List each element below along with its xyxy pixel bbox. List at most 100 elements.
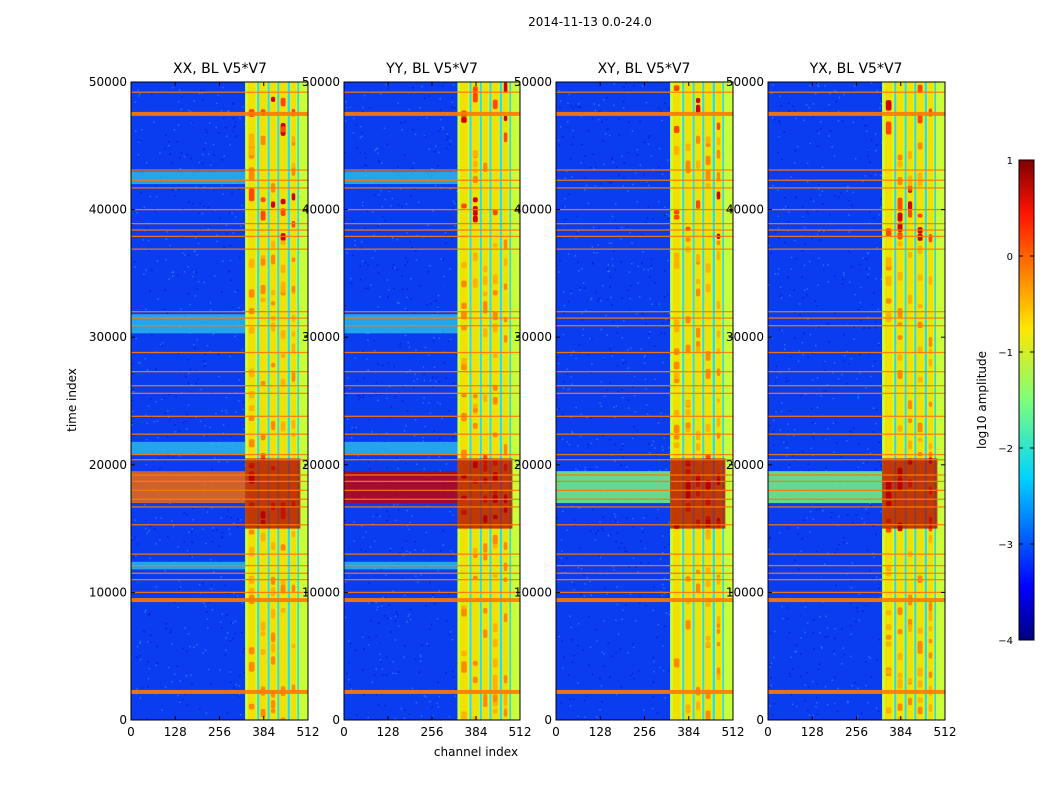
heatmap-noise — [367, 264, 369, 267]
heatmap-noise — [159, 468, 161, 470]
heatmap-noise — [361, 132, 363, 134]
heatmap-flag-row — [556, 564, 733, 567]
heatmap-noise — [557, 139, 560, 142]
heatmap-blob — [673, 348, 680, 356]
heatmap-noise — [874, 173, 877, 176]
heatmap-noise — [240, 631, 243, 634]
heatmap-noise — [851, 204, 853, 207]
heatmap-noise — [819, 575, 821, 577]
heatmap-noise — [603, 653, 606, 655]
heatmap-noise — [368, 106, 371, 109]
heatmap-noise — [242, 401, 245, 404]
heatmap-noise — [196, 288, 199, 290]
heatmap-noise — [235, 411, 237, 414]
heatmap-blob — [673, 146, 680, 156]
heatmap-blob — [492, 243, 498, 248]
heatmap-storm — [670, 458, 726, 529]
heatmap-noise — [843, 653, 845, 656]
heatmap-blob — [705, 710, 711, 720]
heatmap-noise — [833, 702, 836, 705]
heatmap-noise — [593, 167, 595, 169]
heatmap-noise — [225, 409, 227, 412]
heatmap-noise — [653, 586, 655, 588]
heatmap-noise — [643, 173, 646, 176]
heatmap-noise — [590, 442, 593, 445]
heatmap-noise — [577, 103, 580, 105]
heatmap-noise — [557, 362, 560, 365]
heatmap-noise — [353, 429, 355, 431]
heatmap-noise — [352, 132, 355, 134]
heatmap-noise — [601, 651, 603, 654]
heatmap-noise — [854, 682, 856, 684]
heatmap-noise — [380, 605, 383, 607]
heatmap-noise — [652, 440, 655, 443]
heatmap-noise — [171, 681, 173, 683]
heatmap-noise — [846, 382, 848, 385]
heatmap-flag-row — [768, 591, 945, 594]
heatmap-blob — [280, 198, 286, 205]
heatmap-noise — [770, 662, 773, 664]
heatmap-flag-row — [344, 169, 520, 171]
heatmap-blob — [280, 97, 286, 107]
heatmap-noise — [221, 291, 223, 293]
heatmap-noise — [663, 587, 665, 589]
heatmap-noise — [806, 293, 808, 296]
heatmap-noise — [869, 452, 872, 454]
heatmap-noise — [179, 157, 181, 159]
heatmap-noise — [445, 286, 448, 289]
heatmap-blob — [492, 638, 498, 648]
heatmap-noise — [577, 566, 580, 569]
heatmap-noise — [203, 186, 205, 188]
heatmap-noise — [785, 205, 787, 208]
heatmap-noise — [663, 332, 666, 335]
heatmap-noise — [609, 286, 612, 288]
heatmap-noise — [399, 552, 401, 554]
heatmap-blob — [685, 408, 691, 416]
heatmap-noise — [595, 466, 598, 468]
heatmap-noise — [154, 211, 156, 213]
heatmap-noise — [377, 363, 380, 366]
heatmap-noise — [857, 687, 859, 690]
heatmap-noise — [229, 436, 232, 438]
heatmap-noise — [772, 430, 774, 433]
heatmap-noise — [353, 521, 355, 523]
heatmap-noise — [785, 377, 787, 379]
heatmap-flag-row — [344, 415, 520, 417]
heatmap-noise — [777, 273, 779, 275]
heatmap-flag-row — [556, 498, 733, 500]
heatmap-noise — [139, 140, 141, 142]
heatmap-noise — [413, 386, 415, 389]
heatmap-noise — [807, 356, 809, 359]
heatmap-noise — [833, 451, 835, 454]
heatmap-noise — [601, 701, 603, 703]
heatmap-noise — [166, 536, 169, 538]
heatmap-noise — [833, 650, 835, 652]
heatmap-noise — [653, 660, 655, 663]
heatmap-noise — [396, 238, 399, 241]
heatmap-noise — [348, 547, 350, 550]
heatmap-noise — [622, 185, 624, 187]
heatmap-noise — [650, 155, 653, 157]
heatmap-noise — [189, 645, 191, 648]
heatmap-noise — [816, 713, 819, 716]
heatmap-noise — [581, 312, 583, 315]
heatmap-blob — [705, 136, 711, 144]
heatmap-noise — [563, 571, 566, 574]
heatmap-noise — [393, 287, 395, 290]
heatmap-blob — [695, 583, 701, 594]
heatmap-noise — [571, 661, 574, 663]
heatmap-noise — [868, 327, 870, 329]
heatmap-noise — [772, 84, 774, 86]
heatmap-flag-row — [768, 222, 945, 225]
heatmap-noise — [375, 601, 377, 604]
heatmap-noise — [386, 467, 389, 469]
heatmap-flag-row — [768, 179, 945, 181]
heatmap-noise — [561, 640, 563, 643]
y-tick-label: 10000 — [302, 585, 340, 599]
heatmap-noise — [577, 682, 579, 684]
heatmap-noise — [600, 405, 603, 408]
heatmap-blob — [928, 443, 933, 450]
heatmap-blob — [917, 645, 923, 654]
heatmap-noise — [769, 568, 772, 570]
heatmap-noise — [177, 546, 179, 548]
